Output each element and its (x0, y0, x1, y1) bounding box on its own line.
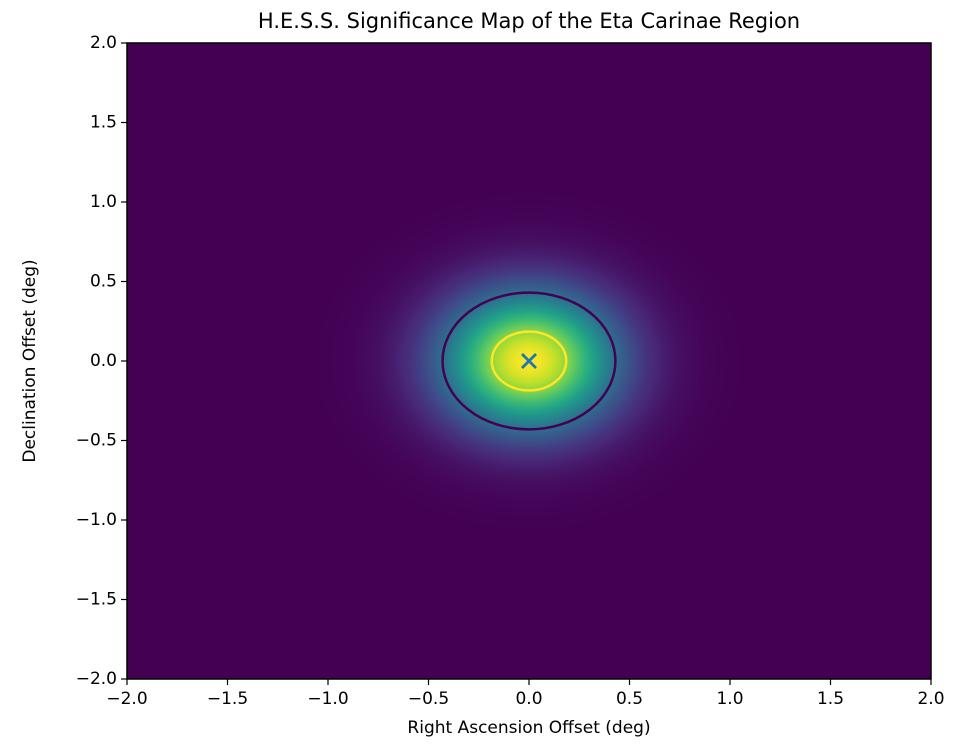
y-tick-label: 1.5 (90, 113, 117, 133)
y-tick-label: 0.0 (90, 351, 117, 371)
y-tick-label: −1.5 (76, 590, 117, 610)
plot-area (127, 43, 931, 679)
x-tick-label: 1.0 (716, 689, 743, 709)
y-tick-label: −2.0 (76, 669, 117, 689)
x-tick-label: 0.0 (515, 689, 542, 709)
x-axis-label: Right Ascension Offset (deg) (407, 718, 650, 738)
y-tick-label: 2.0 (90, 33, 117, 53)
y-tick-label: −0.5 (76, 431, 117, 451)
x-tick-label: −0.5 (408, 689, 449, 709)
y-axis-label: Declination Offset (deg) (20, 259, 40, 462)
x-tick-label: −2.0 (106, 689, 147, 709)
x-tick-label: 1.5 (817, 689, 844, 709)
y-tick-label: 1.0 (90, 192, 117, 212)
marker-stroke (521, 353, 537, 369)
y-tick-label: 0.5 (90, 272, 117, 292)
x-tick-label: −1.0 (307, 689, 348, 709)
x-tick-label: 2.0 (917, 689, 944, 709)
contour (490, 330, 568, 392)
x-tick-label: 0.5 (616, 689, 643, 709)
source-marker (521, 353, 537, 369)
chart-title: H.E.S.S. Significance Map of the Eta Car… (258, 9, 800, 33)
y-tick-label: −1.0 (76, 510, 117, 530)
contour (441, 291, 617, 431)
x-tick-label: −1.5 (207, 689, 248, 709)
